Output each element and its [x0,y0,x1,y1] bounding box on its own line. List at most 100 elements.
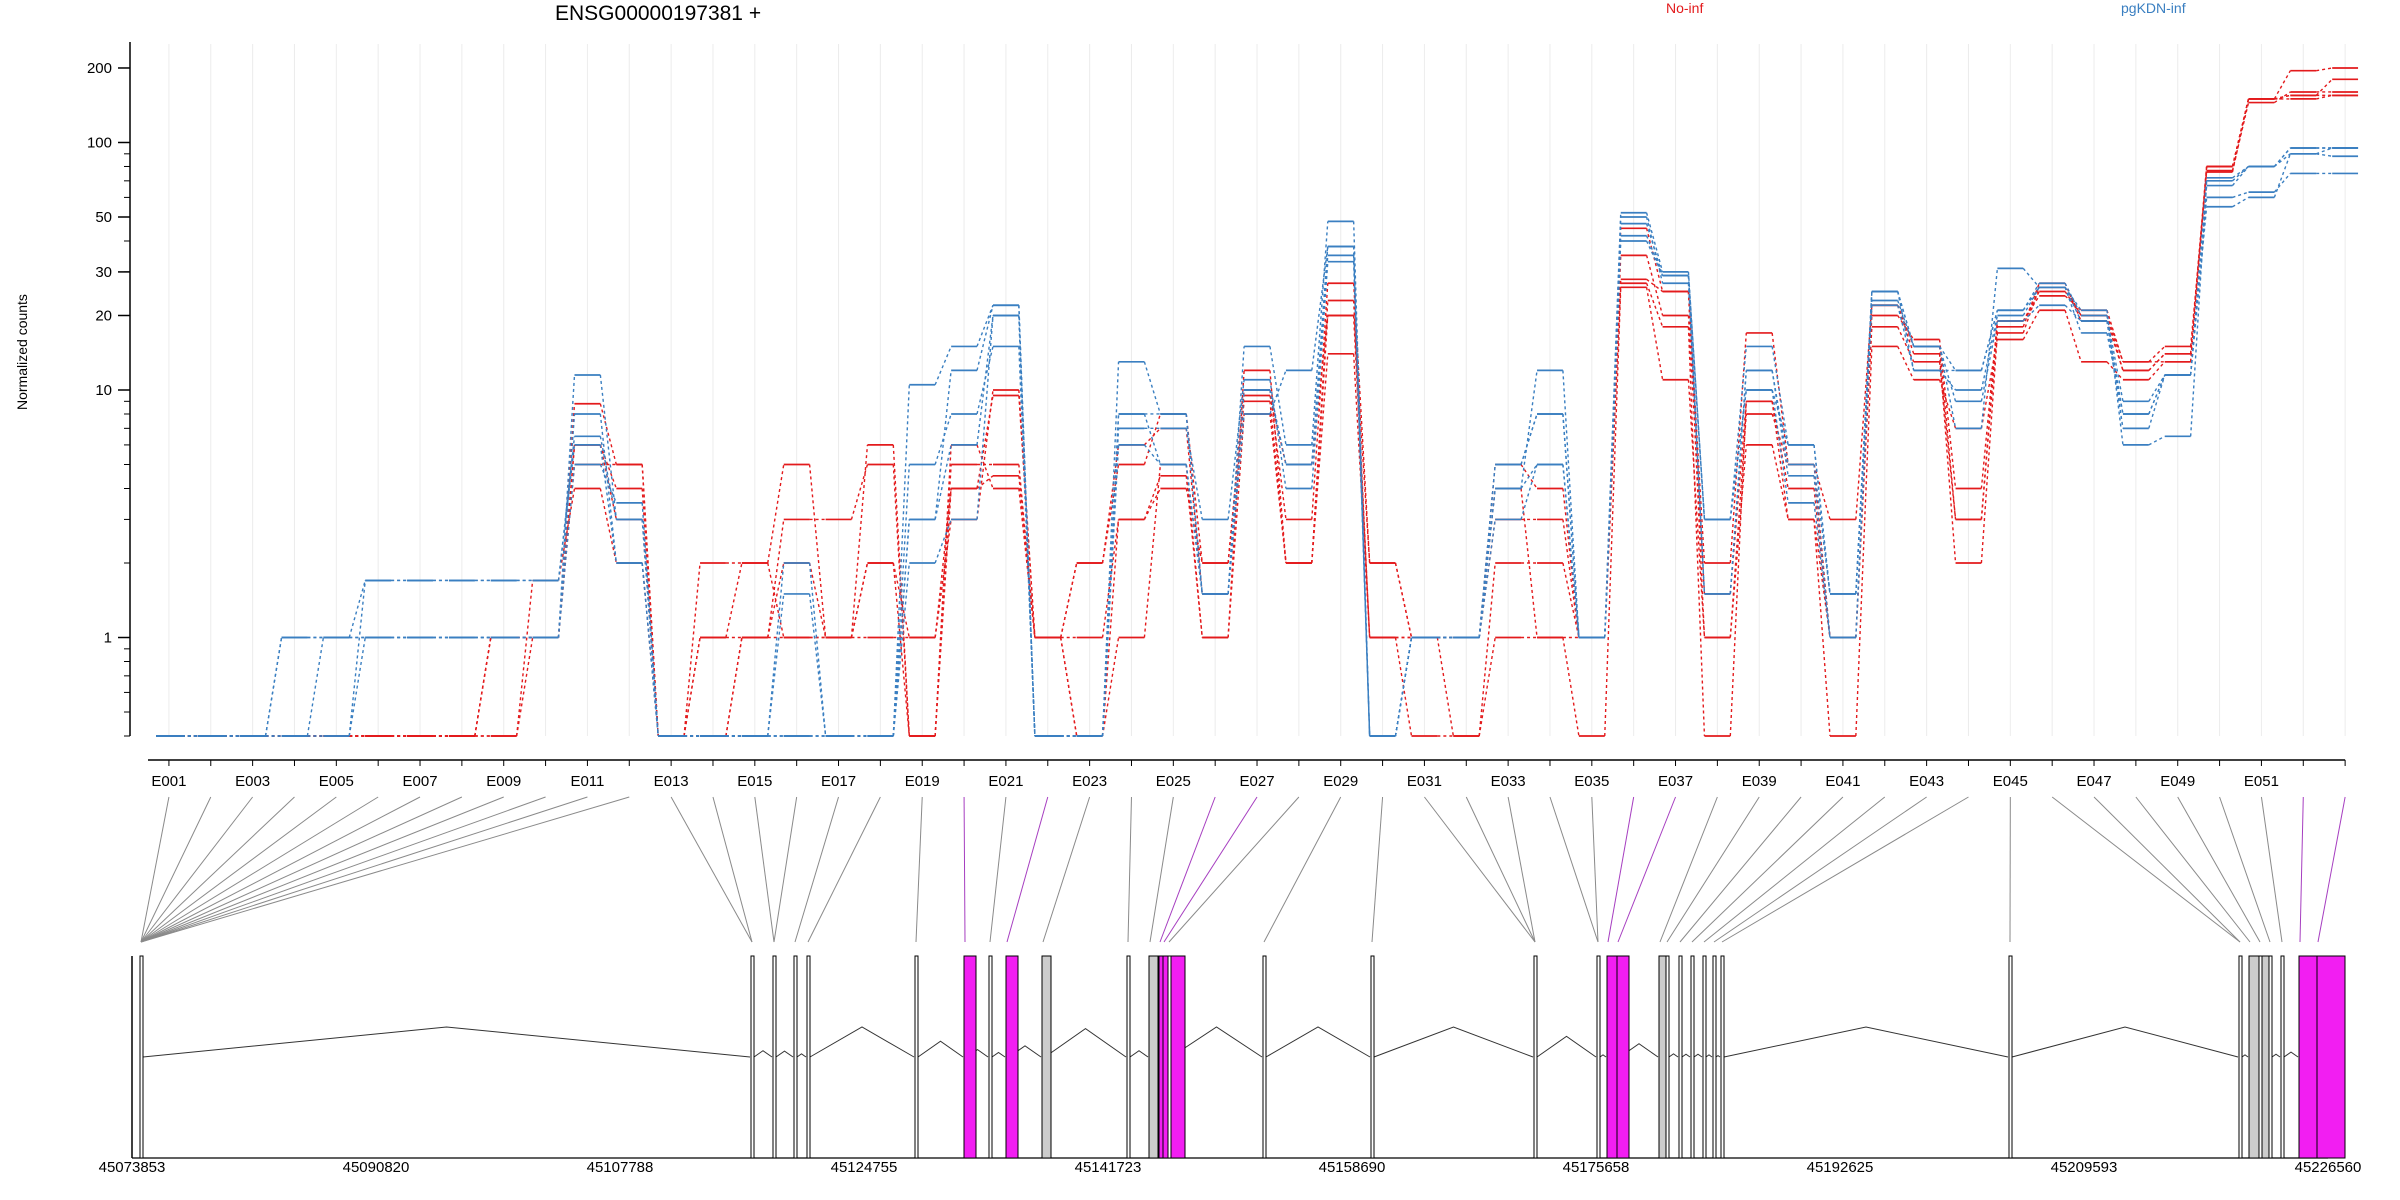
series-connector [1478,562,1496,737]
exon-connector [140,796,254,943]
y-axis: 1 10 20 30 50 100 200 [87,42,131,737]
series-connector [1060,637,1078,737]
exon-connector [1507,796,1536,943]
series-connector [892,562,910,638]
series-connector [1813,519,1831,638]
series-connector [1394,637,1413,737]
series-connector [2273,172,2291,193]
series-connector [934,488,952,737]
series-connector [2106,332,2124,415]
x-tick-label: E013 [654,773,689,790]
series-connector [934,519,952,638]
exon-box [1596,955,1601,1159]
series-connector [1980,332,1999,564]
exon-connector [140,796,212,943]
series-connector [1478,488,1496,638]
series-connector [264,637,283,737]
intron-line [1681,1053,1691,1058]
intron-line [1536,1035,1597,1058]
series-connector [599,444,618,564]
series-connector [1185,464,1203,595]
series-connector [557,464,576,638]
series-connector [1897,346,1915,381]
series-connector [599,436,618,520]
series-connector [1520,413,1538,465]
series-connector [1813,488,1831,638]
series-connector [1227,413,1245,594]
series-connector [767,519,785,638]
series-connector [599,444,618,489]
series-connector [2106,315,2124,402]
exon-connector [140,796,588,943]
exon-box [772,955,777,1159]
exon-connector [1127,796,1132,943]
intron-line [2011,1026,2239,1058]
y-tick-label: 50 [95,209,112,226]
series-connector [1269,346,1287,446]
exon-box [2268,955,2273,1159]
series-connector [1687,275,1706,594]
series-connector [808,464,827,638]
genomic-tick-label: 45175658 [1563,1159,1630,1176]
series-connector [1980,315,1999,391]
series-connector [1897,326,1915,363]
exon-box [139,955,144,1159]
exon-connector [1591,796,1599,943]
series-connector [1311,353,1329,564]
series-connector [1897,291,1915,347]
x-axis: E001 E003 E005 E007 E009 E011 E013 E015 E017 E019… [148,759,2346,790]
series-connector [1311,221,1329,445]
series-connector [1645,223,1664,276]
series-connector [1687,275,1706,520]
series-connector [1227,389,1245,564]
series-connector [976,315,994,520]
exon-connector [2177,796,2261,943]
x-tick-label: E029 [1323,773,1358,790]
exon-connector [2260,796,2283,943]
exon-connector [1042,796,1091,943]
y-tick-label: 100 [87,134,112,151]
series-connector [767,562,785,737]
series-connector [1436,637,1455,737]
series-connector [1143,444,1161,465]
x-tick-label: E035 [1574,773,1609,790]
series-connector [1352,261,1371,737]
x-tick-label: E007 [403,773,438,790]
series-connector [2022,267,2040,288]
x-tick-label: E033 [1491,773,1526,790]
series-connector [2273,153,2291,168]
series-connector [1478,464,1496,638]
exon-connector [2051,796,2241,943]
series-connector [1562,464,1580,638]
series-connector [1980,320,1999,489]
exon-box [1690,955,1695,1159]
intron-line [1170,1026,1263,1058]
series-connector [2231,98,2250,167]
exon-box [2008,955,2013,1159]
series-connector [1478,519,1496,638]
exon-box [1370,955,1375,1159]
intron-line [142,1026,751,1058]
intron-line [753,1050,773,1058]
series-connector [1938,353,1957,564]
series-connector [1018,389,1036,638]
x-tick-label: E023 [1072,773,1107,790]
genomic-tick-label: 45226560 [2295,1159,2362,1176]
series-connector [2064,310,2082,363]
intron-line [1668,1053,1679,1058]
series-connector [2316,153,2333,157]
legend-pgkdn-inf: pgKDN-inf [2121,0,2186,16]
series-connector [641,519,659,737]
series-connector [2315,78,2333,96]
series-connector [976,315,994,445]
exon-connector [140,796,295,943]
series-connector [1562,488,1580,638]
series-connector [2231,98,2250,167]
series-connector [976,389,994,520]
intron-line [1723,1026,2009,1058]
series-connector [1813,519,1831,737]
exon-connector [915,796,923,943]
series-connector [2189,171,2208,347]
series-connector [1729,332,1747,564]
series-connector [2232,165,2249,182]
